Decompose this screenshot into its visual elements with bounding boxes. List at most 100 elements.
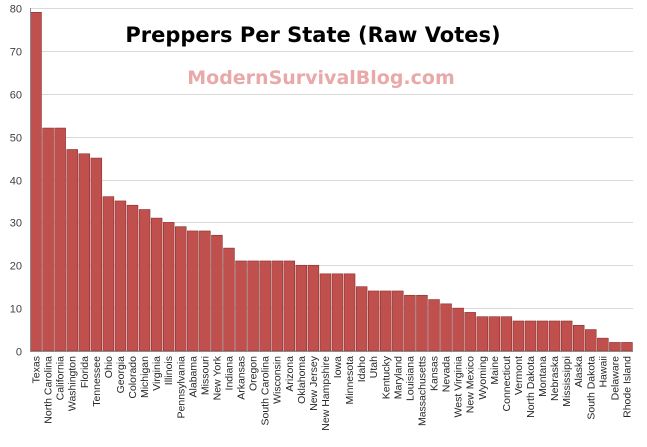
x-tick-label: North Dakota xyxy=(525,356,537,418)
bar xyxy=(404,294,416,352)
x-tick-label: Virginia xyxy=(151,356,163,391)
x-tick-label: Arizona xyxy=(284,356,296,392)
bar xyxy=(30,11,42,352)
bar xyxy=(42,127,54,352)
x-tick-label: New Hampshire xyxy=(320,356,332,431)
y-tick-label: 40 xyxy=(10,176,22,188)
x-tick-label: Vermont xyxy=(513,356,525,395)
bar xyxy=(175,226,187,352)
x-tick-label: Kentucky xyxy=(380,355,392,399)
x-tick-label: Massachusetts xyxy=(416,356,428,426)
bar xyxy=(271,260,283,352)
bar xyxy=(331,273,344,352)
x-tick-label: Iowa xyxy=(332,356,344,378)
x-tick-label: Montana xyxy=(537,356,549,397)
bar xyxy=(54,127,66,352)
bar xyxy=(416,294,428,352)
x-tick-label: Washington xyxy=(67,356,79,411)
y-tick-label: 70 xyxy=(10,47,22,59)
x-tick-label: New Jersey xyxy=(308,355,320,411)
x-tick-label: Tennessee xyxy=(91,356,103,407)
x-tick-label: Illinois xyxy=(163,356,175,385)
bar xyxy=(476,316,488,352)
bar xyxy=(211,234,223,352)
bar xyxy=(392,290,404,352)
bar xyxy=(355,286,368,352)
bar xyxy=(319,273,332,352)
y-tick-label: 50 xyxy=(10,133,22,145)
bar xyxy=(536,320,549,352)
x-tick-label: Louisiana xyxy=(404,356,416,401)
x-tick-label: Ohio xyxy=(103,356,115,378)
bars xyxy=(30,11,633,352)
bar xyxy=(102,196,115,352)
x-tick-labels: Texas North Carolina California Washington F… xyxy=(31,355,634,430)
x-tick-label: Indiana xyxy=(223,356,235,391)
x-tick-label: Alabama xyxy=(187,356,199,398)
x-tick-label: South Carolina xyxy=(260,356,272,426)
x-tick-label: South Dakota xyxy=(585,356,597,420)
x-tick-label: Rhode Island xyxy=(621,356,633,418)
bar xyxy=(126,204,139,352)
bar xyxy=(78,153,90,352)
x-tick-label: Pennsylvania xyxy=(175,356,187,419)
x-tick-label: Kansas xyxy=(429,356,441,391)
bar xyxy=(488,316,501,352)
x-tick-label: Arkansas xyxy=(236,356,248,400)
bar xyxy=(223,247,235,352)
bar xyxy=(247,260,259,352)
bar xyxy=(452,307,464,352)
x-tick-label: Connecticut xyxy=(501,356,513,412)
x-tick-label: Texas xyxy=(31,356,43,383)
bar xyxy=(572,324,585,352)
x-tick-label: Idaho xyxy=(356,356,368,382)
bar xyxy=(259,260,271,352)
x-tick-label: Missouri xyxy=(199,356,211,395)
x-tick-label: Maine xyxy=(489,356,501,385)
y-tick-label: 20 xyxy=(10,261,22,273)
x-tick-label: California xyxy=(55,356,67,401)
x-tick-label: Minnesota xyxy=(344,356,356,405)
bar xyxy=(597,337,609,352)
bar xyxy=(162,222,175,352)
x-tick-label: Delaware xyxy=(609,356,621,401)
watermark-text: ModernSurvivalBlog.com xyxy=(187,67,455,89)
bar xyxy=(464,312,476,352)
bar xyxy=(138,209,151,352)
y-tick-labels: 0 10 20 30 40 50 60 70 80 xyxy=(10,4,22,359)
x-tick-label: Mississippi xyxy=(561,356,573,407)
bar xyxy=(235,260,247,352)
bar xyxy=(428,299,440,352)
bar xyxy=(283,260,296,352)
bar xyxy=(199,230,211,352)
x-tick-label: Georgia xyxy=(115,356,127,394)
x-tick-label: Colorado xyxy=(127,356,139,399)
x-tick-label: Florida xyxy=(79,356,91,388)
x-tick-label: Wyoming xyxy=(477,356,489,400)
axes xyxy=(30,8,633,352)
bar xyxy=(295,264,308,352)
bar xyxy=(307,264,320,352)
bar xyxy=(512,320,525,352)
bar xyxy=(90,157,103,352)
bar xyxy=(66,149,78,352)
x-tick-label: Oregon xyxy=(248,356,260,391)
bar xyxy=(548,320,561,352)
x-tick-label: Nebraska xyxy=(549,356,561,401)
y-tick-label: 10 xyxy=(10,304,22,316)
x-tick-label: Alaska xyxy=(573,356,585,388)
bar xyxy=(560,320,573,352)
bar xyxy=(524,320,537,352)
x-tick-label: Maryland xyxy=(392,356,404,399)
x-tick-label: North Carolina xyxy=(43,356,55,424)
bar xyxy=(609,342,621,352)
bar xyxy=(500,316,513,352)
x-tick-label: West Virginia xyxy=(453,356,465,418)
x-tick-label: Hawaii xyxy=(597,356,609,388)
x-tick-label: Michigan xyxy=(139,356,151,398)
bar xyxy=(343,273,356,352)
y-tick-label: 0 xyxy=(16,347,22,359)
y-tick-label: 60 xyxy=(10,90,22,102)
